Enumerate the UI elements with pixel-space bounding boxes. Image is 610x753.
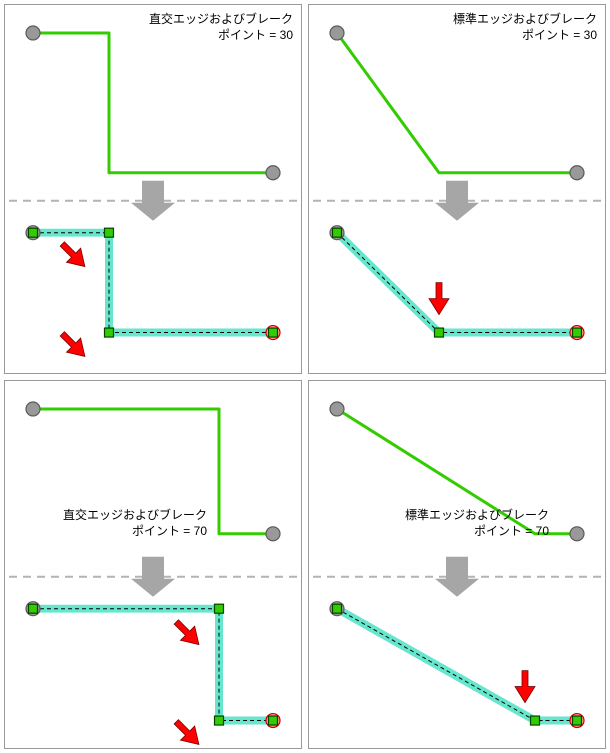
panel-standard-30: 標準エッジおよびブレーク ポイント = 30: [308, 4, 606, 374]
panel-grid: 直交エッジおよびブレーク ポイント = 30 標準エッジおよびブレーク ポイント…: [0, 0, 610, 753]
panel-standard-70: 標準エッジおよびブレーク ポイント = 70: [308, 380, 606, 750]
panel-orthogonal-70: 直交エッジおよびブレーク ポイント = 70: [4, 380, 302, 750]
figure-root: 直交エッジおよびブレーク ポイント = 30 標準エッジおよびブレーク ポイント…: [0, 0, 610, 753]
panel-caption: 標準エッジおよびブレーク ポイント = 70: [405, 507, 549, 539]
panel-caption: 直交エッジおよびブレーク ポイント = 70: [63, 507, 207, 539]
panel-svg: [5, 5, 301, 373]
panel-caption: 直交エッジおよびブレーク ポイント = 30: [149, 11, 293, 43]
panel-caption: 標準エッジおよびブレーク ポイント = 30: [453, 11, 597, 43]
panel-svg: [5, 381, 301, 749]
panel-orthogonal-30: 直交エッジおよびブレーク ポイント = 30: [4, 4, 302, 374]
panel-svg: [309, 381, 605, 749]
panel-svg: [309, 5, 605, 373]
